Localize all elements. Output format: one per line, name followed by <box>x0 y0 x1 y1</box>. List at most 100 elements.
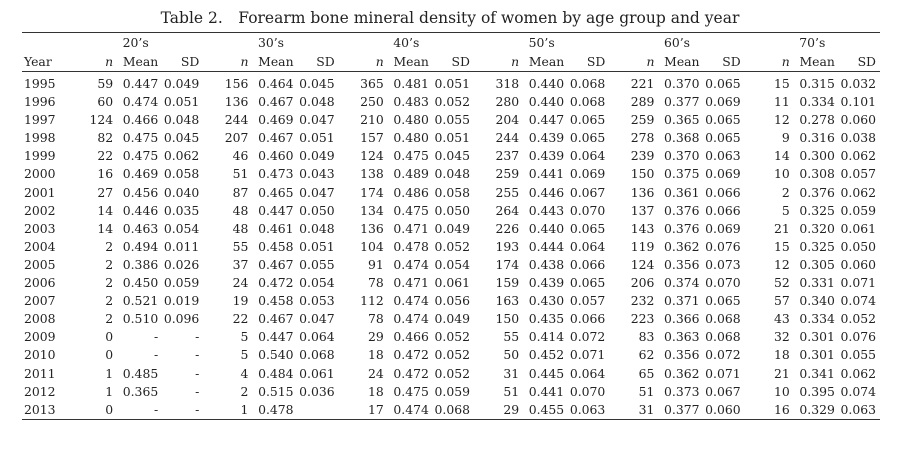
mean-cell: 0.301 <box>799 329 835 345</box>
mean-cell: 0.480 <box>393 130 429 146</box>
sd-cell: 0.101 <box>840 94 876 110</box>
sd-cell: 0.055 <box>299 256 335 272</box>
sd-cell: 0.065 <box>569 130 606 146</box>
mean-cell: 0.305 <box>799 256 835 272</box>
n-cell: 150 <box>630 166 655 182</box>
n-cell: 27 <box>97 184 114 200</box>
age-group-header: 40’s <box>338 32 474 52</box>
n-cell: 21 <box>773 365 790 381</box>
n-cell: 104 <box>360 238 384 254</box>
table-row: 2007 2 0.521 0.019 19 0.458 0.053 112 0.474 0.056… <box>22 292 880 310</box>
mean-cell: 0.362 <box>664 238 700 254</box>
n-cell: 226 <box>495 220 520 236</box>
mean-column-header: Mean <box>383 52 429 72</box>
n-cell: 22 <box>232 311 249 327</box>
year-cell: 2013 <box>22 400 68 420</box>
sd-cell: 0.050 <box>299 202 335 218</box>
n-cell: 221 <box>630 76 655 91</box>
n-cell: 259 <box>495 166 520 182</box>
mean-cell: 0.456 <box>122 184 159 200</box>
sd-cell: 0.036 <box>299 383 335 399</box>
sd-cell: 0.069 <box>705 166 741 182</box>
mean-cell: 0.475 <box>393 202 429 218</box>
table-row: 2004 2 0.494 0.011 55 0.458 0.051 104 0.478 0.052… <box>22 238 880 256</box>
sd-cell: 0.049 <box>434 311 470 327</box>
mean-cell: 0.474 <box>393 311 429 327</box>
n-cell: 48 <box>232 220 249 236</box>
table-row: 1995 59 0.447 0.049 156 0.464 0.045 365 0.481 0.0… <box>22 72 880 94</box>
mean-cell: 0.461 <box>258 220 294 236</box>
sd-cell: 0.054 <box>163 220 200 236</box>
n-cell: 2 <box>105 238 114 254</box>
sd-cell: 0.019 <box>163 293 200 309</box>
n-cell: 280 <box>495 94 520 110</box>
mean-cell: 0.465 <box>258 184 294 200</box>
n-cell: 14 <box>97 202 114 218</box>
mean-cell: 0.316 <box>799 130 835 146</box>
mean-cell: 0.463 <box>122 220 159 236</box>
mean-cell: 0.475 <box>122 130 159 146</box>
mean-cell: 0.363 <box>664 329 700 345</box>
n-cell: 9 <box>781 130 790 146</box>
n-cell: 150 <box>495 311 520 327</box>
sd-cell: 0.047 <box>299 184 335 200</box>
mean-cell: 0.447 <box>122 76 159 91</box>
n-cell: 1 <box>203 400 249 420</box>
n-cell: 18 <box>773 347 790 363</box>
table-row: 2006 2 0.450 0.059 24 0.472 0.054 78 0.471 0.061 1… <box>22 274 880 292</box>
mean-cell: 0.478 <box>393 238 429 254</box>
sd-cell: 0.057 <box>569 293 606 309</box>
n-cell: 318 <box>495 76 520 91</box>
mean-cell: 0.494 <box>122 238 159 254</box>
sd-cell: 0.062 <box>840 365 876 381</box>
n-cell: 5 <box>240 347 249 363</box>
mean-cell: 0.540 <box>258 347 294 363</box>
sd-cell: 0.071 <box>840 275 876 291</box>
mean-cell: 0.365 <box>122 383 159 399</box>
mean-cell: 0.452 <box>528 347 565 363</box>
n-cell: 82 <box>97 130 114 146</box>
sd-cell: - <box>195 347 200 363</box>
year-cell: 2009 <box>24 329 56 345</box>
sd-cell: 0.073 <box>705 256 741 272</box>
year-cell: 2008 <box>24 311 56 327</box>
n-cell: 2 <box>105 256 114 272</box>
mean-cell: 0.467 <box>258 256 294 272</box>
sd-cell: 0.056 <box>434 293 470 309</box>
mean-cell: 0.325 <box>799 202 835 218</box>
mean-cell: 0.315 <box>799 76 835 91</box>
table-row: 2002 14 0.446 0.035 48 0.447 0.050 134 0.475 0.05… <box>22 202 880 220</box>
n-column-header: n <box>609 52 655 72</box>
n-cell: 10 <box>773 383 790 399</box>
mean-cell: 0.370 <box>664 148 700 164</box>
sd-cell: 0.059 <box>840 202 876 218</box>
year-cell: 1999 <box>24 148 56 164</box>
sd-cell: 0.076 <box>705 238 741 254</box>
table-row: 2000 16 0.469 0.058 51 0.473 0.043 138 0.489 0.04… <box>22 165 880 183</box>
table-row: 2001 27 0.456 0.040 87 0.465 0.047 174 0.486 0.05… <box>22 184 880 202</box>
mean-cell: 0.458 <box>258 238 294 254</box>
mean-cell: 0.441 <box>528 166 565 182</box>
sd-cell: 0.045 <box>299 76 335 91</box>
n-cell: 18 <box>367 347 384 363</box>
n-cell: 134 <box>360 202 384 218</box>
sd-cell: 0.052 <box>434 365 470 381</box>
n-cell: 19 <box>232 293 249 309</box>
year-cell: 2012 <box>24 383 56 399</box>
mean-cell: 0.440 <box>528 94 565 110</box>
mean-cell: 0.474 <box>393 256 429 272</box>
table-row: 1996 60 0.474 0.051 136 0.467 0.048 250 0.483 0.0… <box>22 93 880 111</box>
mean-cell: 0.466 <box>393 329 429 345</box>
mean-cell: 0.308 <box>799 166 835 182</box>
mean-cell: 0.376 <box>664 202 700 218</box>
sd-cell: 0.065 <box>569 112 606 128</box>
sd-cell: 0.064 <box>569 148 606 164</box>
n-cell: 0 <box>68 400 114 420</box>
year-cell: 2004 <box>24 238 56 254</box>
table-row: 2003 14 0.463 0.054 48 0.461 0.048 136 0.471 0.04… <box>22 220 880 238</box>
table-row: 2009 0- -5 0.447 0.064 29 0.466 0.052 55 0.414 0.0… <box>22 328 880 346</box>
n-cell: 119 <box>630 238 655 254</box>
year-cell: 2002 <box>24 202 56 218</box>
sd-cell: 0.070 <box>569 202 606 218</box>
